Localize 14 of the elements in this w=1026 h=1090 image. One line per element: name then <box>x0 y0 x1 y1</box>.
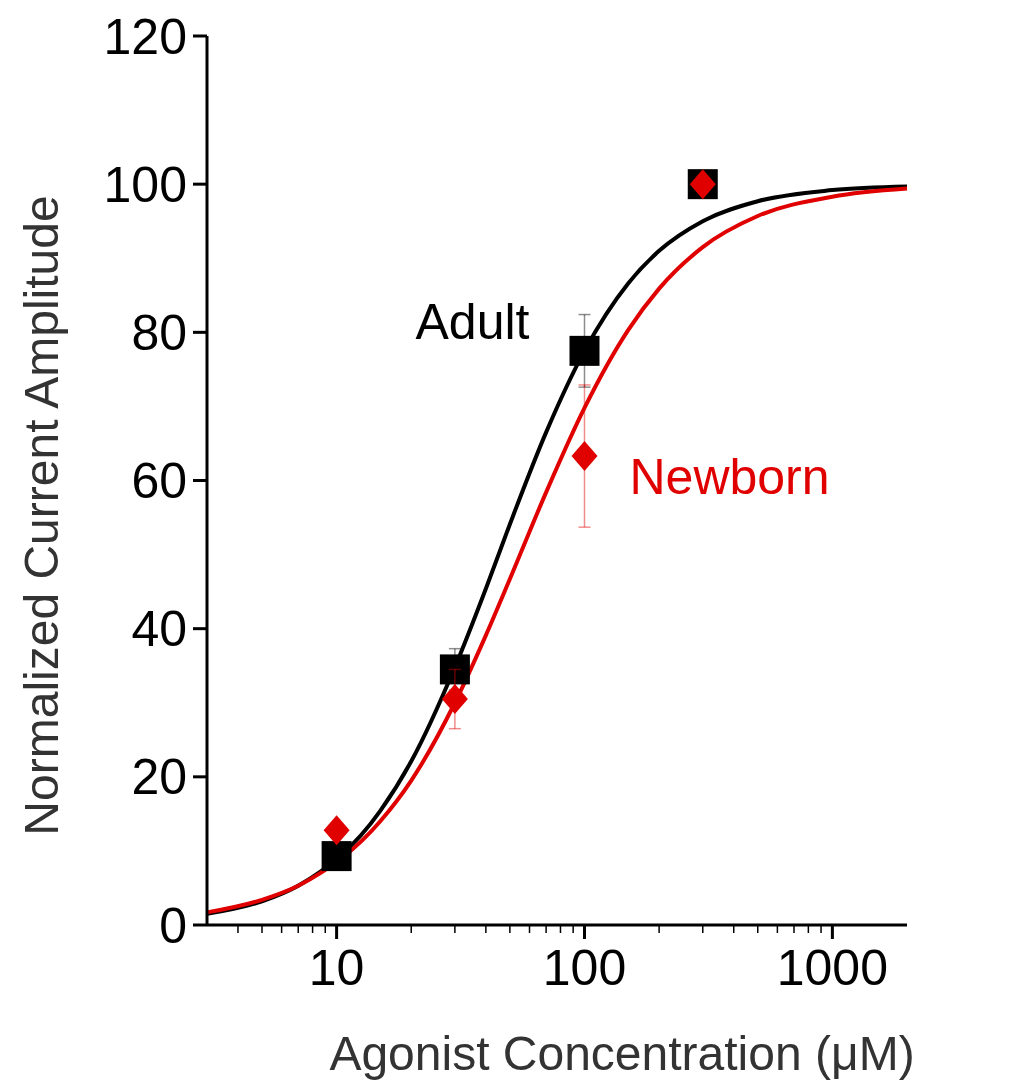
y-tick-label: 40 <box>131 601 187 658</box>
series-label: Newborn <box>629 449 830 506</box>
y-tick-label: 80 <box>131 304 187 361</box>
y-axis-title: Normalized Current Amplitude <box>15 195 68 836</box>
y-tick-label: 120 <box>103 8 187 65</box>
y-tick-label: 60 <box>131 453 187 509</box>
x-tick-label: 1000 <box>776 940 888 996</box>
y-tick-label: 20 <box>131 749 187 806</box>
x-tick-label: 100 <box>542 940 627 996</box>
y-tick-label: 100 <box>103 156 187 213</box>
x-tick-label: 10 <box>308 940 365 996</box>
x-axis-title: Agonist Concentration (μM) <box>329 1027 915 1080</box>
y-tick-label: 0 <box>159 897 187 954</box>
series-label: Adult <box>415 293 530 350</box>
